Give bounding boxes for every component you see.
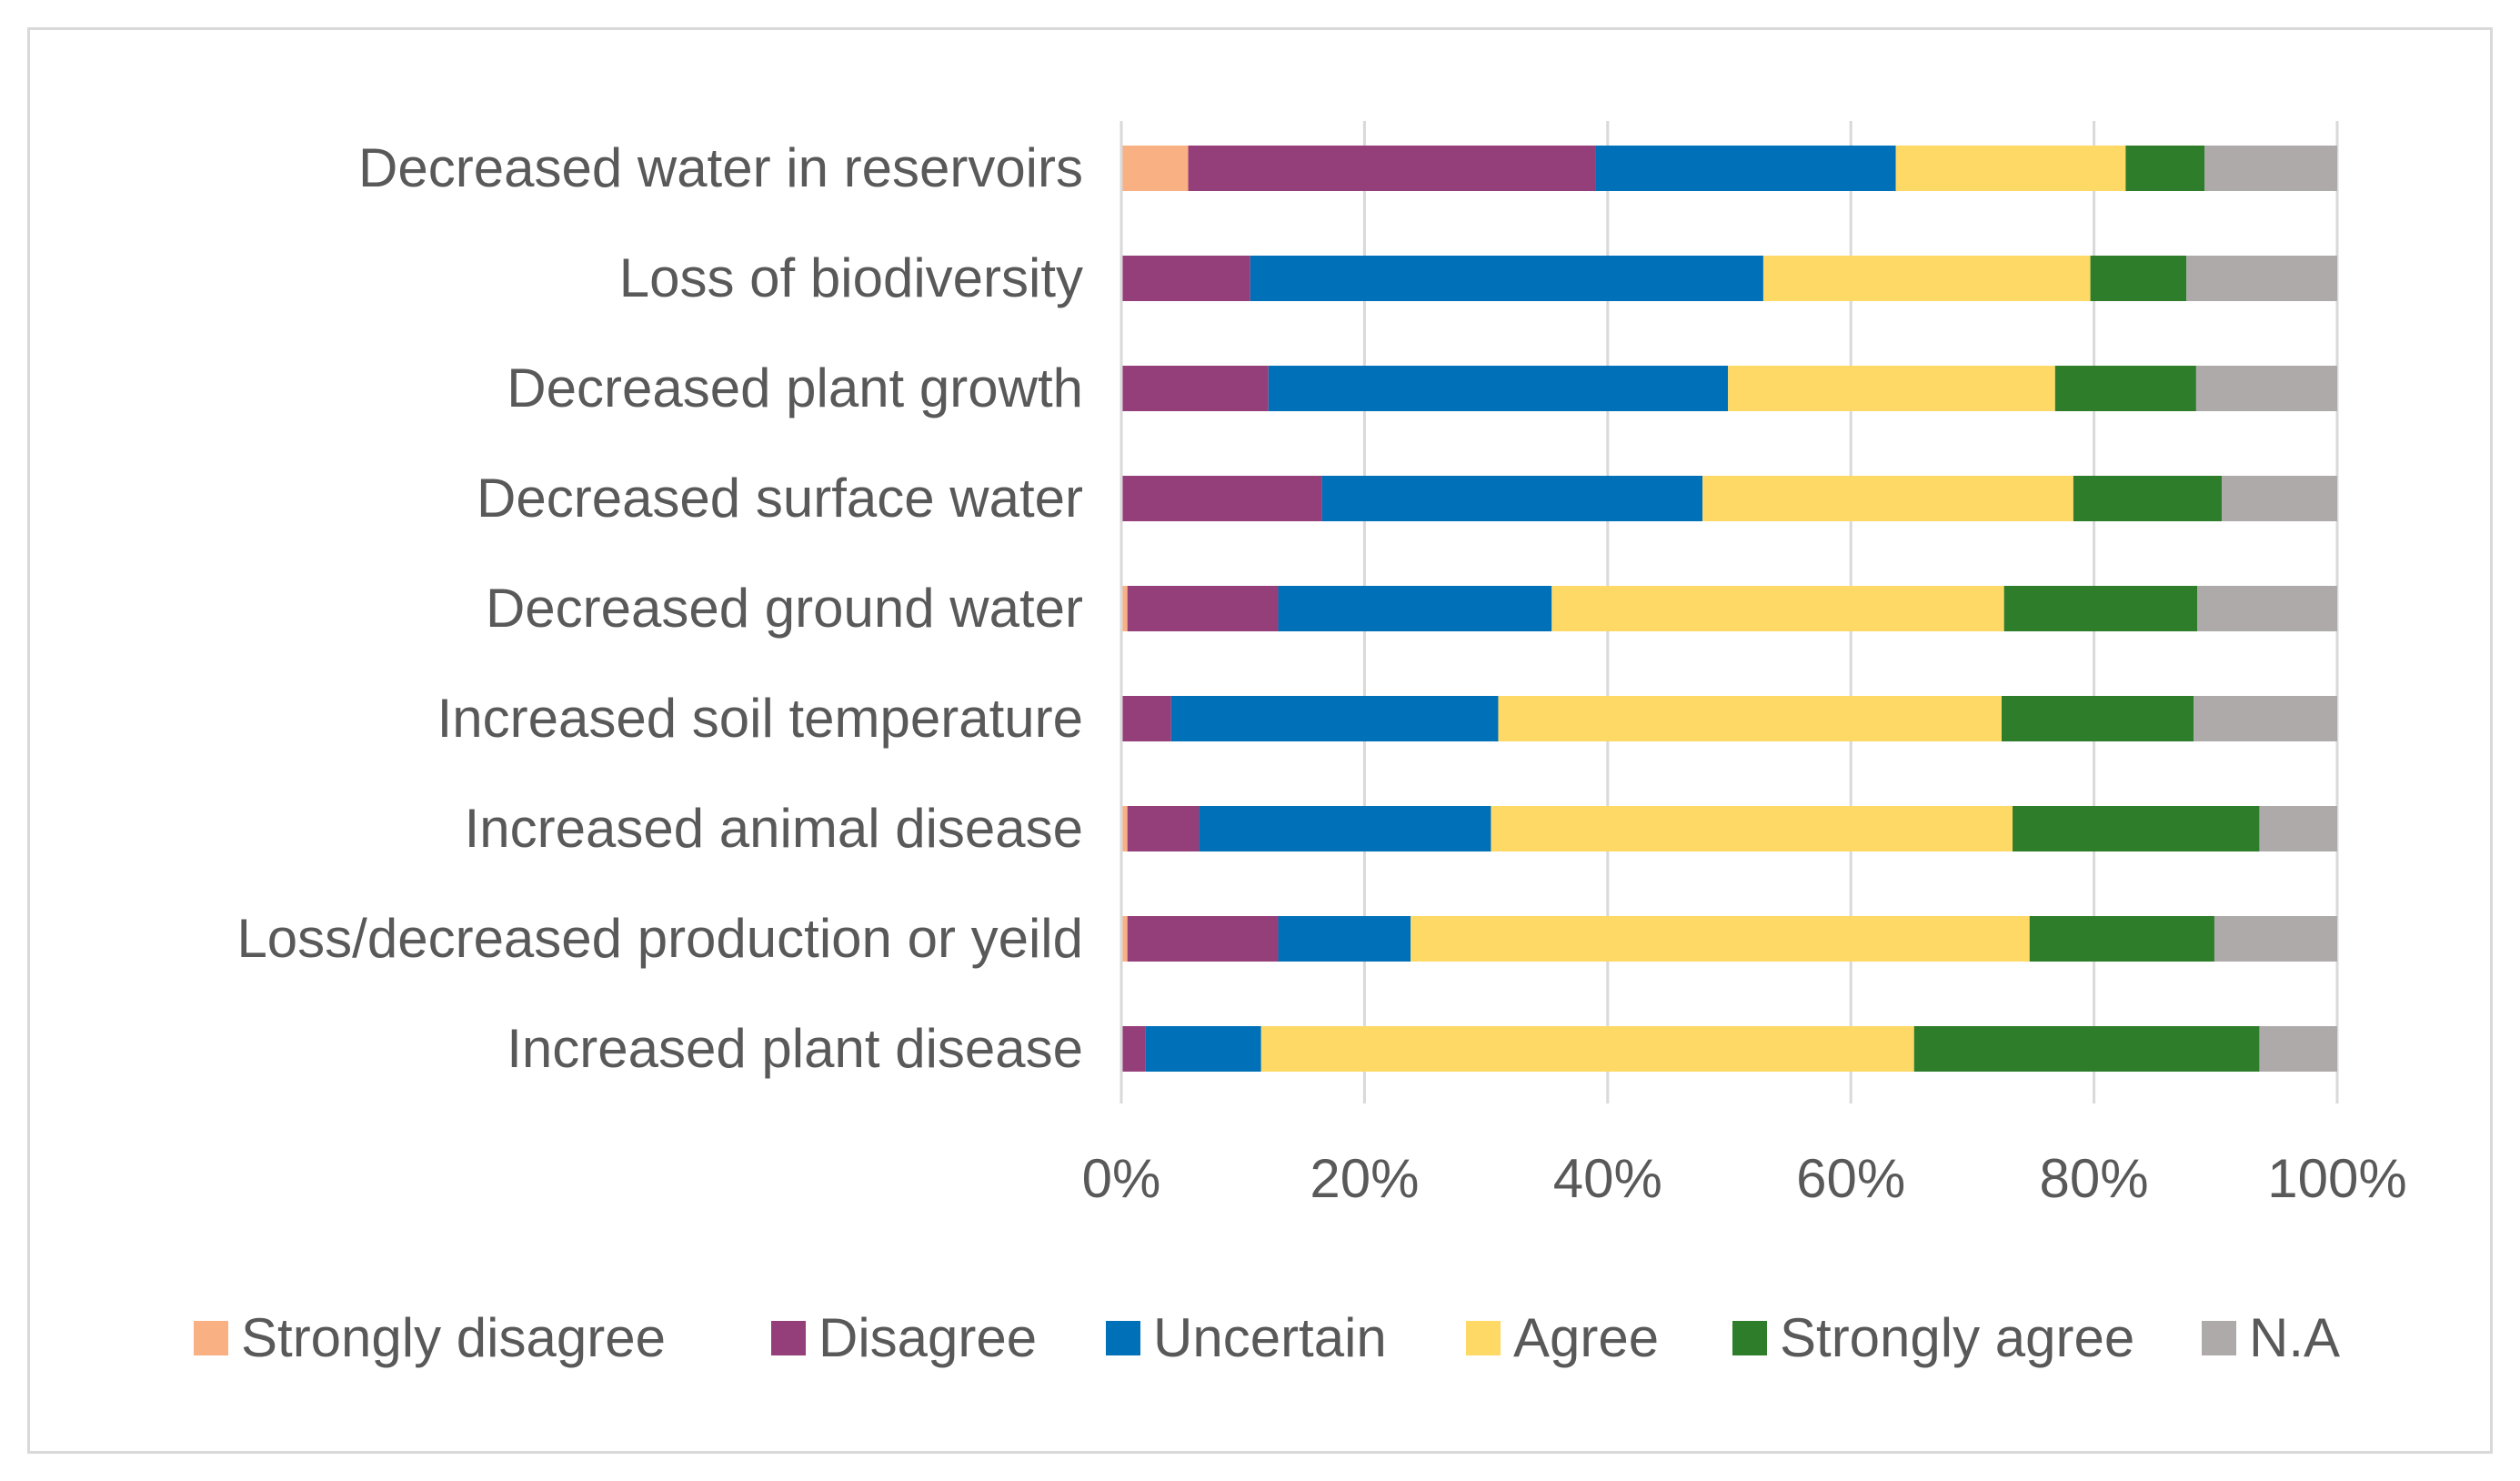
bar-loss-of-biodiversity-strongly-agree: [2090, 256, 2187, 301]
legend-label-strongly-disagree: Strongly disagree: [241, 1307, 666, 1368]
legend-swatch-strongly-agree: [1732, 1321, 1767, 1355]
legend-swatch-disagree: [771, 1321, 806, 1355]
category-label-loss-of-biodiversity: Loss of biodiversity: [619, 247, 1083, 308]
bars: [1121, 146, 2337, 1072]
bar-increased-animal-disease-strongly-agree: [2013, 806, 2260, 851]
bar-decreased-ground-water-strongly-disagree: [1121, 586, 1128, 631]
x-tick-label-0: 0%: [1082, 1148, 1161, 1209]
bar-decreased-plant-growth-disagree: [1121, 366, 1269, 411]
bar-increased-animal-disease-disagree: [1127, 806, 1200, 851]
legend-label-agree: Agree: [1513, 1307, 1659, 1368]
x-tick-label-80: 80%: [2040, 1148, 2149, 1209]
bar-decreased-surface-water-agree: [1702, 476, 2073, 521]
legend-item-agree: Agree: [1466, 1307, 1659, 1368]
bar-decreased-plant-growth-agree: [1728, 366, 2055, 411]
legend-label-strongly-agree: Strongly agree: [1780, 1307, 2134, 1368]
bar-loss-decreased-production-or-yeild-strongly-agree: [2029, 916, 2214, 962]
bar-loss-of-biodiversity-disagree: [1121, 256, 1250, 301]
legend-item-strongly-disagree: Strongly disagree: [194, 1307, 666, 1368]
x-tick-label-20: 20%: [1310, 1148, 1419, 1209]
legend-swatch-strongly-disagree: [194, 1321, 228, 1355]
bar-decreased-water-in-reservoirs-n-a: [2204, 146, 2337, 191]
bar-decreased-water-in-reservoirs-strongly-agree: [2125, 146, 2205, 191]
bar-decreased-water-in-reservoirs-agree: [1895, 146, 2126, 191]
bar-increased-soil-temperature-strongly-agree: [2001, 696, 2194, 741]
legend-label-disagree: Disagree: [818, 1307, 1037, 1368]
bar-increased-plant-disease-n-a: [2259, 1026, 2337, 1072]
category-label-increased-plant-disease: Increased plant disease: [507, 1018, 1083, 1079]
bar-decreased-surface-water-n-a: [2221, 476, 2337, 521]
bar-decreased-ground-water-strongly-agree: [2003, 586, 2198, 631]
legend-item-uncertain: Uncertain: [1106, 1307, 1387, 1368]
chart-frame: Decreased water in reservoirs Loss of bio…: [27, 27, 2493, 1454]
bar-decreased-plant-growth-n-a: [2195, 366, 2337, 411]
bar-increased-soil-temperature-agree: [1498, 696, 2002, 741]
bar-increased-plant-disease-strongly-agree: [1913, 1026, 2260, 1072]
legend-swatch-agree: [1466, 1321, 1501, 1355]
bar-decreased-ground-water-uncertain: [1278, 586, 1552, 631]
category-label-decreased-ground-water: Decreased ground water: [486, 578, 1083, 639]
legend-label-uncertain: Uncertain: [1153, 1307, 1387, 1368]
x-tick-label-40: 40%: [1553, 1148, 1662, 1209]
bar-decreased-surface-water-strongly-agree: [2073, 476, 2222, 521]
category-labels: Decreased water in reservoirs Loss of bio…: [236, 137, 1083, 1079]
bar-loss-decreased-production-or-yeild-uncertain: [1278, 916, 1411, 962]
bar-decreased-ground-water-n-a: [2197, 586, 2337, 631]
bar-decreased-ground-water-agree: [1551, 586, 2004, 631]
legend: Strongly disagree Disagree Uncertain Agree S…: [194, 1307, 2340, 1368]
bar-loss-of-biodiversity-agree: [1762, 256, 2091, 301]
legend-swatch-n-a: [2202, 1321, 2236, 1355]
bar-decreased-water-in-reservoirs-strongly-disagree: [1121, 146, 1189, 191]
bar-increased-animal-disease-strongly-disagree: [1121, 806, 1128, 851]
bar-loss-decreased-production-or-yeild-strongly-disagree: [1121, 916, 1128, 962]
bar-increased-animal-disease-uncertain: [1199, 806, 1491, 851]
category-label-increased-animal-disease: Increased animal disease: [465, 798, 1083, 859]
bar-loss-decreased-production-or-yeild-disagree: [1127, 916, 1279, 962]
bar-decreased-water-in-reservoirs-disagree: [1188, 146, 1596, 191]
legend-swatch-uncertain: [1106, 1321, 1140, 1355]
legend-item-strongly-agree: Strongly agree: [1732, 1307, 2134, 1368]
x-tick-label-60: 60%: [1796, 1148, 1905, 1209]
bar-increased-plant-disease-disagree: [1121, 1026, 1146, 1072]
bar-loss-of-biodiversity-uncertain: [1250, 256, 1763, 301]
bar-decreased-ground-water-disagree: [1127, 586, 1279, 631]
bar-loss-decreased-production-or-yeild-agree: [1411, 916, 2030, 962]
category-label-loss-decreased-production-or-yeild: Loss/decreased production or yeild: [236, 908, 1083, 969]
bar-increased-plant-disease-agree: [1260, 1026, 1914, 1072]
category-label-decreased-surface-water: Decreased surface water: [477, 468, 1083, 529]
bar-decreased-water-in-reservoirs-uncertain: [1595, 146, 1896, 191]
bar-loss-decreased-production-or-yeild-n-a: [2214, 916, 2337, 962]
x-tick-label-100: 100%: [2267, 1148, 2406, 1209]
bar-decreased-surface-water-disagree: [1121, 476, 1322, 521]
x-tick-labels: 0% 20% 40% 60% 80% 100%: [1082, 1148, 2407, 1209]
bar-increased-soil-temperature-n-a: [2194, 696, 2337, 741]
stacked-bar-chart: Decreased water in reservoirs Loss of bio…: [194, 121, 2407, 1368]
legend-item-disagree: Disagree: [771, 1307, 1037, 1368]
legend-item-n-a: N.A: [2202, 1307, 2340, 1368]
legend-label-n-a: N.A: [2249, 1307, 2340, 1368]
bar-increased-soil-temperature-uncertain: [1170, 696, 1499, 741]
bar-increased-plant-disease-uncertain: [1145, 1026, 1261, 1072]
bar-loss-of-biodiversity-n-a: [2186, 256, 2337, 301]
category-label-increased-soil-temperature: Increased soil temperature: [437, 688, 1083, 749]
bar-decreased-plant-growth-uncertain: [1268, 366, 1729, 411]
bar-increased-animal-disease-agree: [1491, 806, 2013, 851]
bar-decreased-plant-growth-strongly-agree: [2054, 366, 2196, 411]
bar-increased-soil-temperature-disagree: [1121, 696, 1171, 741]
category-label-decreased-water-in-reservoirs: Decreased water in reservoirs: [358, 137, 1083, 198]
bar-increased-animal-disease-n-a: [2259, 806, 2337, 851]
bar-decreased-surface-water-uncertain: [1321, 476, 1703, 521]
category-label-decreased-plant-growth: Decreased plant growth: [507, 358, 1083, 418]
